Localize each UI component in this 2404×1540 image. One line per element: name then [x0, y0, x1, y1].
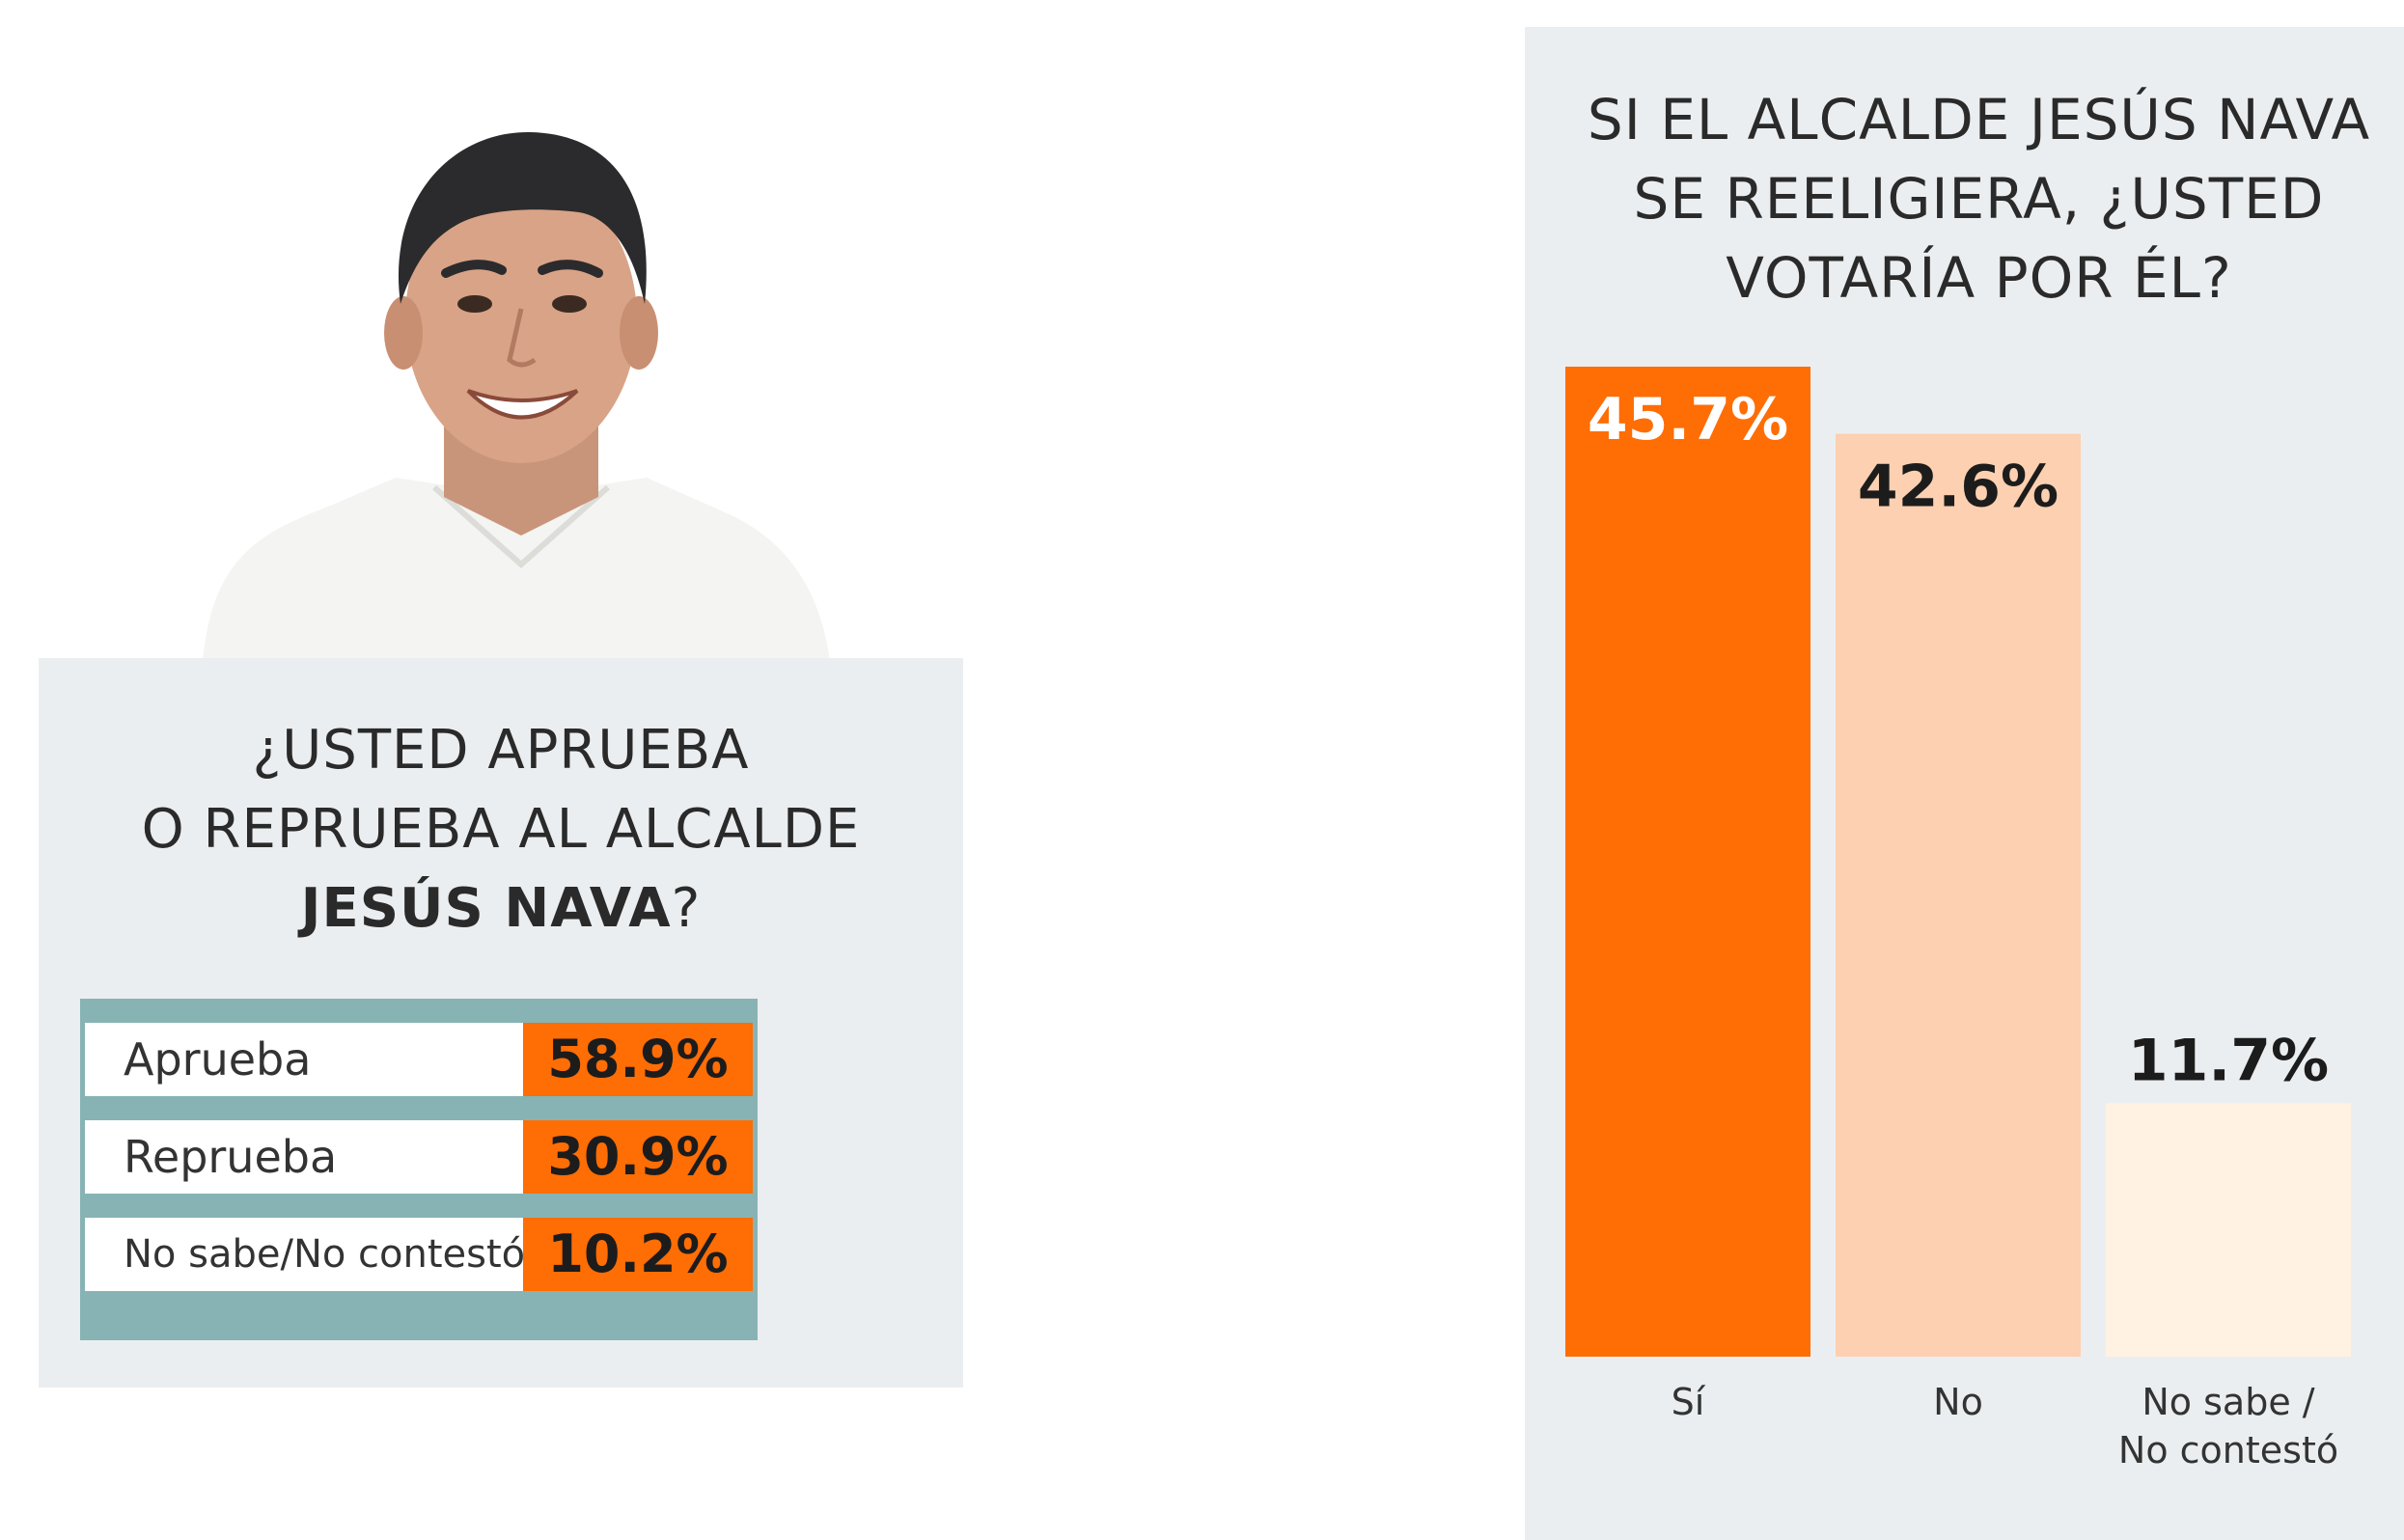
reelection-bar-chart: 45.7% Sí 42.6% No 11.7% No sabe / No contestó — [1565, 367, 2351, 1471]
bar-1 — [1565, 367, 1810, 1357]
approval-question-line1: ¿USTED APRUEBA — [252, 719, 750, 782]
bar-3 — [2106, 1103, 2351, 1357]
category-label: No contestó — [2118, 1429, 2338, 1471]
portrait-photo — [203, 131, 830, 661]
row-value: 30.9% — [523, 1120, 753, 1194]
row-label: Reprueba — [85, 1120, 523, 1194]
row-label: No sabe/No contestó — [85, 1218, 523, 1291]
category-label: No sabe / — [2141, 1381, 2314, 1423]
table-row-aprueba: Aprueba 58.9% — [85, 1023, 753, 1096]
bar-value-label: 11.7% — [2128, 1027, 2329, 1094]
approval-question-name: JESÚS NAVA — [300, 877, 672, 940]
category-label: Sí — [1672, 1381, 1706, 1423]
table-row-no-sabe: No sabe/No contestó 10.2% — [85, 1218, 753, 1291]
reelection-question: SI EL ALCALDE JESÚS NAVA SE REELIGIERA, … — [1525, 80, 2404, 317]
bar-value-label: 45.7% — [1588, 386, 1788, 454]
bar-2 — [1836, 433, 2081, 1357]
row-value: 10.2% — [523, 1218, 753, 1291]
approval-table: Aprueba 58.9% Reprueba 30.9% No sabe/No … — [80, 999, 758, 1340]
reelection-question-line2: SE REELIGIERA, ¿USTED — [1633, 166, 2325, 232]
approval-question-line2: O REPRUEBA AL ALCALDE — [141, 798, 861, 861]
reelection-question-line1: SI EL ALCALDE JESÚS NAVA — [1587, 87, 2371, 152]
reelection-panel: SI EL ALCALDE JESÚS NAVA SE REELIGIERA, … — [1525, 27, 2404, 1540]
approval-question-mark: ? — [671, 877, 702, 940]
row-value: 58.9% — [523, 1023, 753, 1096]
bar-value-label: 42.6% — [1858, 454, 2059, 521]
approval-question-line3: JESÚS NAVA? — [39, 869, 963, 949]
category-label: No — [1933, 1381, 1983, 1423]
approval-panel: ¿USTED APRUEBA O REPRUEBA AL ALCALDE JES… — [39, 658, 963, 1388]
row-label: Aprueba — [85, 1023, 523, 1096]
approval-question: ¿USTED APRUEBA O REPRUEBA AL ALCALDE JES… — [39, 711, 963, 949]
table-row-reprueba: Reprueba 30.9% — [85, 1120, 753, 1194]
reelection-question-line3: VOTARÍA POR ÉL? — [1726, 245, 2232, 311]
